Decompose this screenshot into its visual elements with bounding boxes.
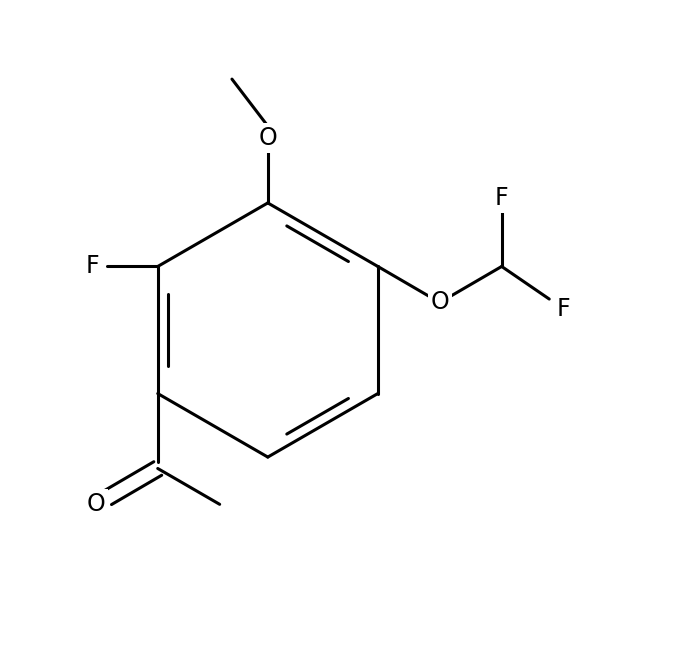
Text: O: O [86,492,105,516]
Text: F: F [557,297,570,321]
Text: F: F [86,255,100,279]
Text: F: F [495,186,509,210]
Text: O: O [258,126,277,150]
Text: O: O [430,290,449,314]
